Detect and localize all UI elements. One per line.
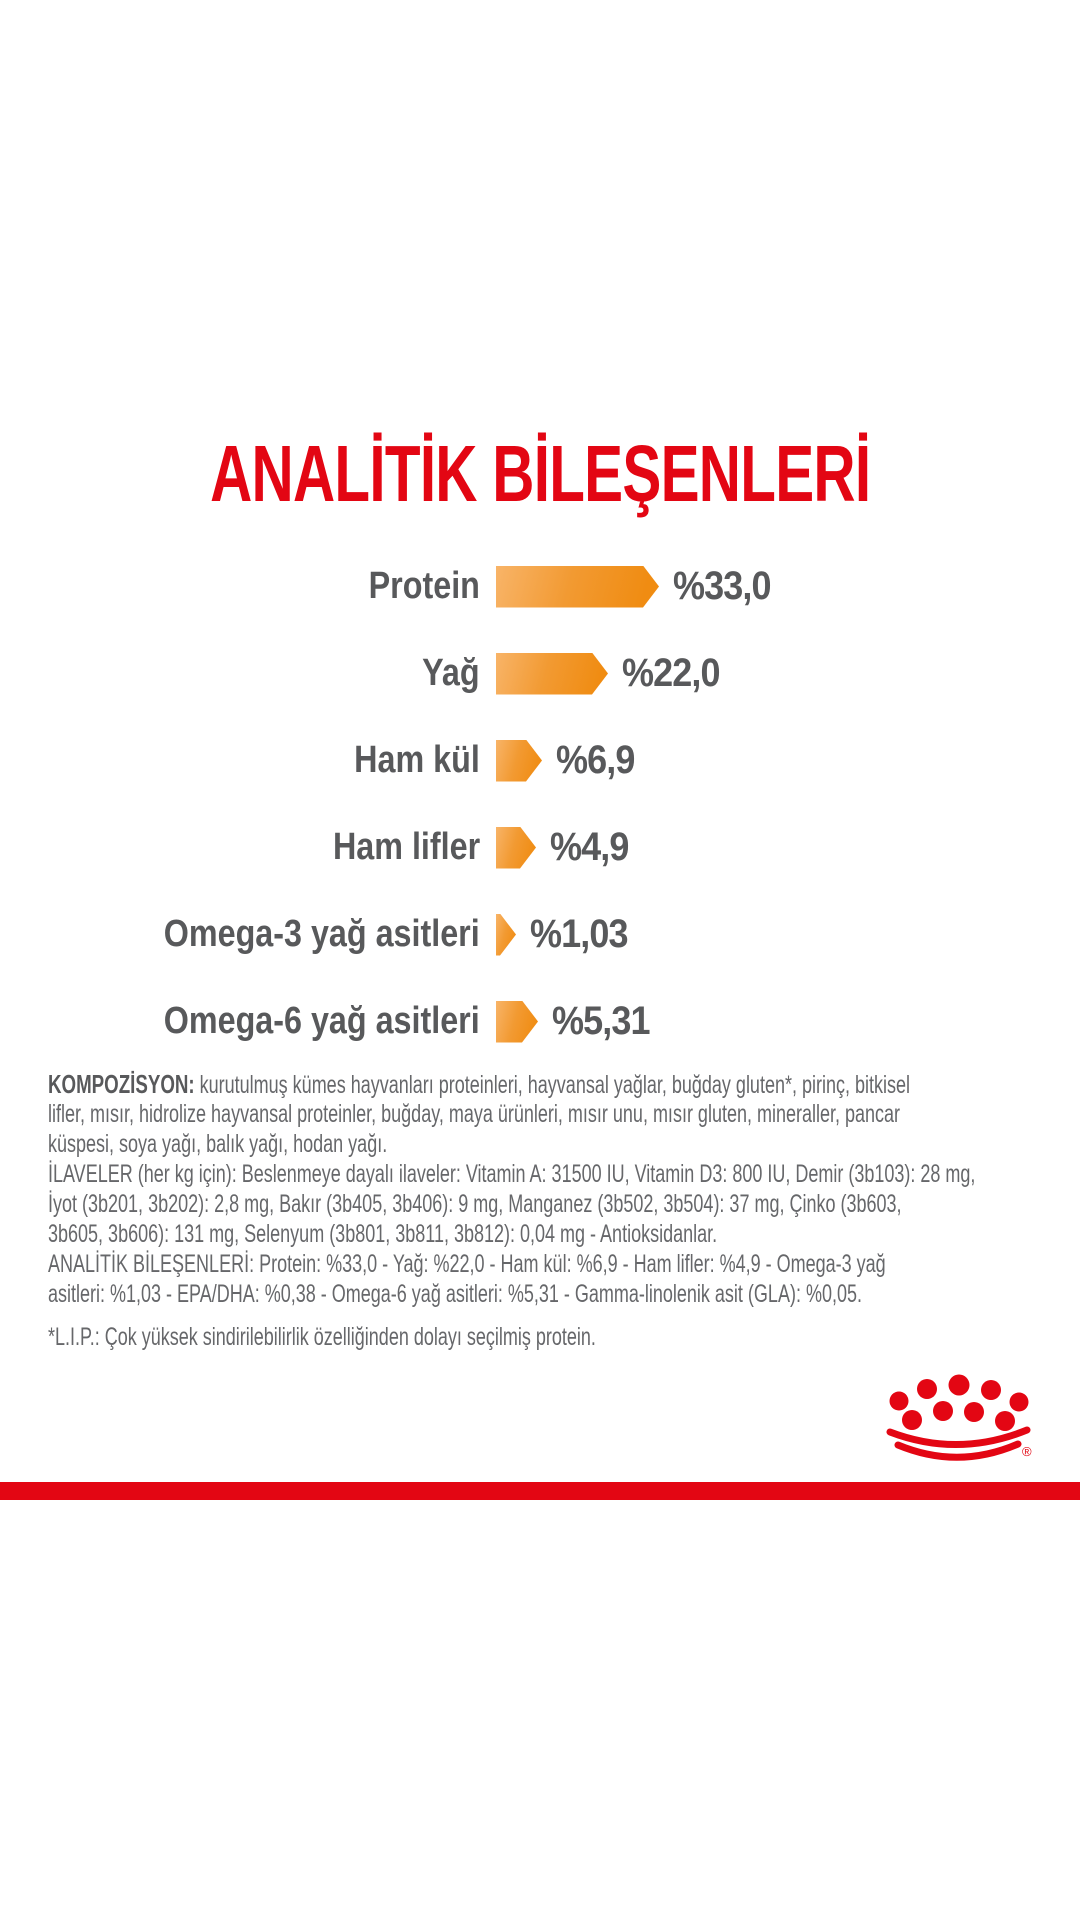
chart-row: Protein %33,0	[0, 543, 1080, 630]
composition-text-block: KOMPOZİSYON: kurutulmuş kümes hayvanları…	[48, 1069, 1056, 1352]
chart-value-text: %1,03	[530, 912, 628, 956]
chart-value-label: %4,9	[550, 825, 637, 870]
analytic-line: asitleri: %1,03 - EPA/DHA: %0,38 - Omega…	[48, 1280, 862, 1308]
chart-value-label: %22,0	[622, 651, 730, 696]
value-arrow-bar	[496, 653, 608, 695]
crown-dot	[948, 1374, 970, 1396]
crown-band-upper	[886, 1426, 1031, 1448]
crown-dot	[964, 1402, 984, 1422]
chart-row: Yağ %22,0	[0, 630, 1080, 717]
additives-line: 3b605, 3b606): 131 mg, Selenyum (3b801, …	[48, 1220, 718, 1248]
value-arrow-bar	[496, 827, 536, 869]
analytic-constituents-chart: Protein %33,0 Yağ %22,0 Ham kül %6,9 Ham lifle…	[0, 543, 1080, 1065]
chart-category-label-text: Ham lifler	[332, 826, 480, 868]
chart-category-label-text: Omega-6 yağ asitleri	[164, 1000, 480, 1042]
chart-value-label: %33,0	[673, 564, 781, 609]
chart-category-label-text: Protein	[368, 565, 480, 607]
chart-category-label-text: Ham kül	[354, 739, 480, 781]
additives-line: İyot (3b201, 3b202): 2,8 mg, Bakır (3b40…	[48, 1190, 902, 1218]
chart-value-text: %22,0	[622, 651, 720, 695]
chart-row: Omega-3 yağ asitleri %1,03	[0, 891, 1080, 978]
crown-band-lower	[894, 1440, 1022, 1461]
value-arrow-bar	[496, 740, 542, 782]
chart-value-label: %6,9	[556, 738, 643, 783]
chart-row: Omega-6 yağ asitleri %5,31	[0, 978, 1080, 1065]
chart-category-label: Yağ	[0, 652, 480, 695]
chart-category-label: Omega-6 yağ asitleri	[0, 1000, 480, 1043]
chart-value-text: %4,9	[550, 825, 629, 869]
lip-footnote: *L.I.P.: Çok yüksek sindirilebilirlik öz…	[48, 1323, 596, 1351]
crown-dot	[1009, 1392, 1029, 1412]
chart-category-label: Ham kül	[0, 739, 480, 782]
chart-category-label: Omega-3 yağ asitleri	[0, 913, 480, 956]
red-divider-bar	[0, 1482, 1080, 1500]
crown-dot	[902, 1410, 922, 1430]
crown-dot	[889, 1391, 909, 1411]
chart-category-label: Ham lifler	[0, 826, 480, 869]
chart-category-label: Protein	[0, 565, 480, 608]
crown-dot	[981, 1380, 1001, 1400]
value-arrow-bar	[496, 566, 659, 608]
crown-dot	[995, 1411, 1015, 1431]
page-title-text: ANALİTİK BİLEŞENLERİ	[209, 429, 871, 518]
crown-dots-lower	[902, 1401, 1015, 1431]
chart-value-label: %1,03	[530, 912, 638, 957]
chart-value-label: %5,31	[552, 999, 660, 1044]
royal-canin-crown-logo: ®	[886, 1374, 1032, 1461]
composition-line: KOMPOZİSYON: kurutulmuş kümes hayvanları…	[48, 1069, 1056, 1099]
chart-row: Ham kül %6,9	[0, 717, 1080, 804]
crown-dot	[917, 1379, 937, 1399]
text-spacer	[48, 1309, 1056, 1322]
chart-row: Ham lifler %4,9	[0, 804, 1080, 891]
value-arrow-bar	[496, 1001, 538, 1043]
chart-category-label-text: Omega-3 yağ asitleri	[164, 913, 480, 955]
crown-dots-upper	[889, 1374, 1029, 1412]
page-title: ANALİTİK BİLEŞENLERİ	[0, 426, 1080, 521]
kompozisyon-heading: KOMPOZİSYON:	[48, 1069, 195, 1099]
composition-line-text: kurutulmuş kümes hayvanları proteinleri,…	[194, 1071, 911, 1099]
chart-value-text: %5,31	[552, 999, 650, 1043]
analytic-line: ANALİTİK BİLEŞENLERİ: Protein: %33,0 - Y…	[48, 1250, 886, 1278]
composition-line: küspesi, soya yağı, balık yağı, hodan ya…	[48, 1130, 388, 1158]
crown-dot	[933, 1401, 953, 1421]
chart-category-label-text: Yağ	[422, 652, 480, 694]
registered-mark: ®	[1022, 1444, 1032, 1459]
chart-value-text: %6,9	[556, 738, 635, 782]
additives-line: İLAVELER (her kg için): Beslenmeye dayal…	[48, 1160, 976, 1188]
value-arrow-bar	[496, 914, 516, 956]
composition-line: lifler, mısır, hidrolize hayvansal prote…	[48, 1100, 901, 1128]
chart-value-text: %33,0	[673, 564, 771, 608]
